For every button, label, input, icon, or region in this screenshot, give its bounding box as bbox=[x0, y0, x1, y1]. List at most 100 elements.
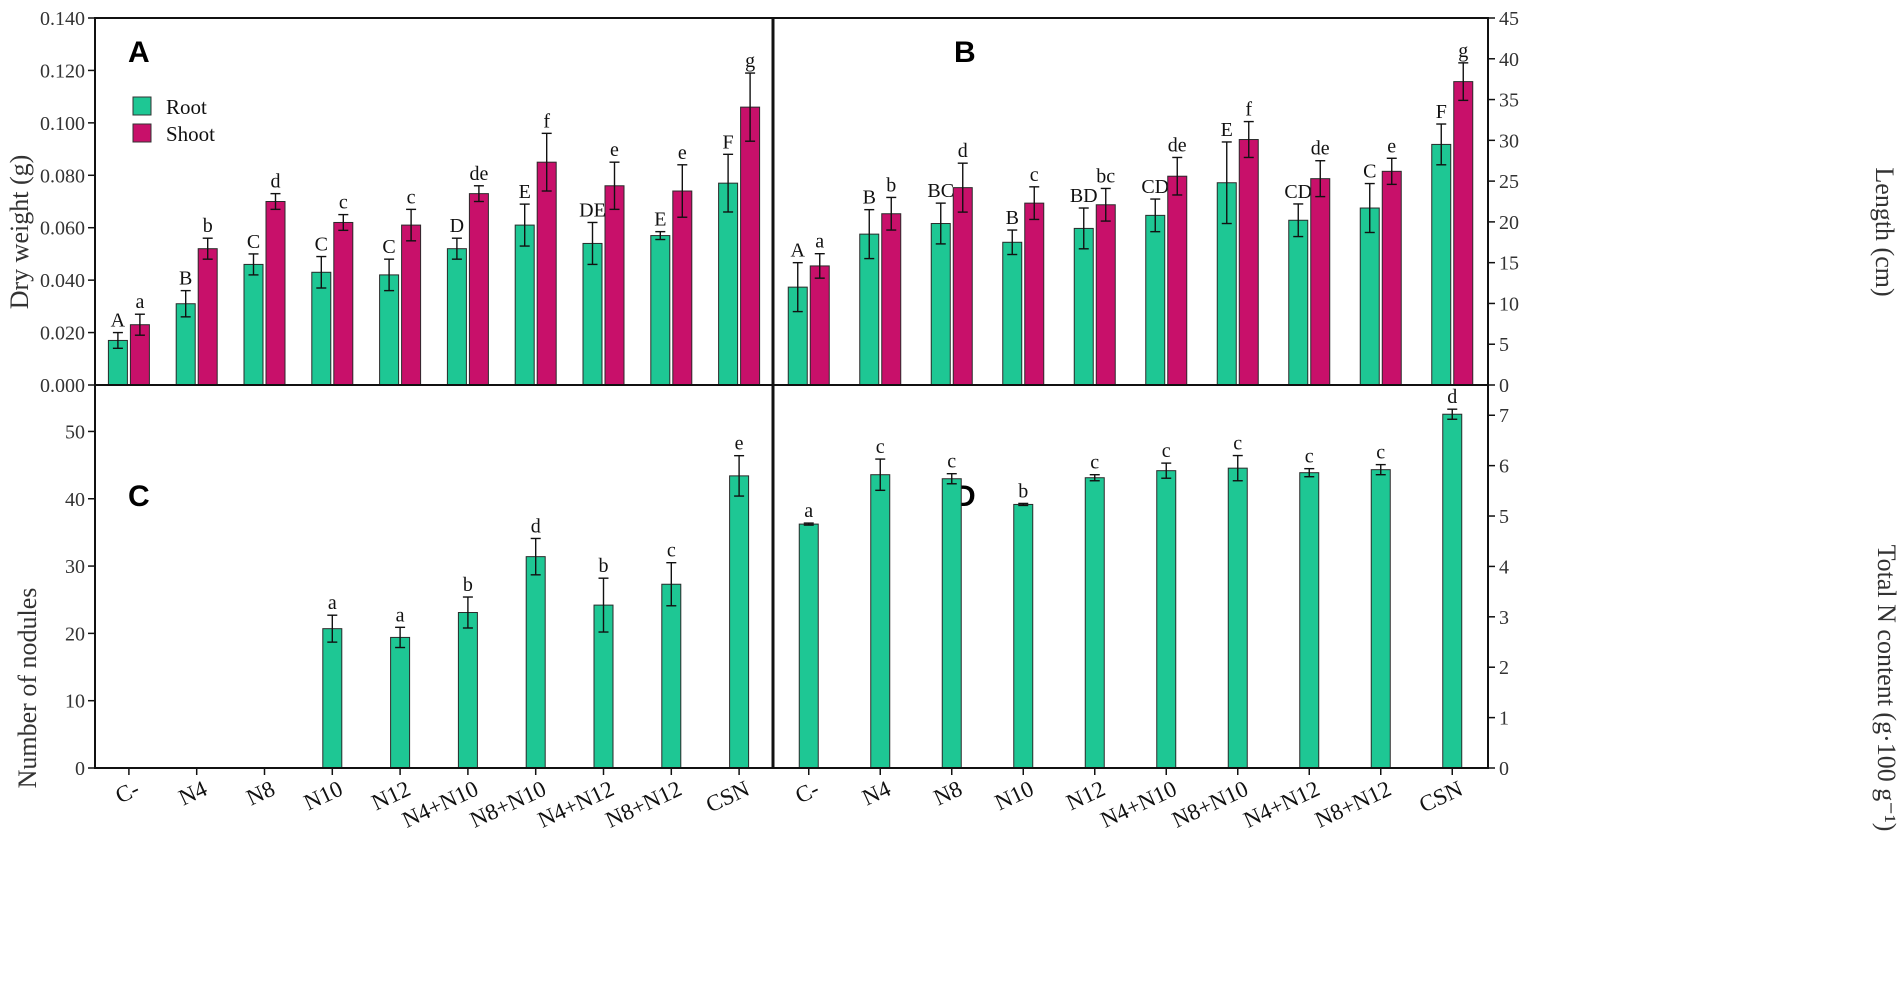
bar-b-shoot-2 bbox=[952, 187, 973, 386]
y-tick-label-d-7: 7 bbox=[1499, 405, 1509, 427]
bar-a-root-4 bbox=[379, 274, 400, 386]
x-category-label-d-0: C- bbox=[791, 776, 822, 808]
significance-letter-c-root-7: b bbox=[599, 555, 609, 577]
bar-d-root-6 bbox=[1227, 467, 1248, 769]
plot-layer: 0.000 0.020 0.040 0.060 0.080 0.100 0.120 0.140… bbox=[40, 8, 1519, 833]
significance-letter-b-root-1: B bbox=[863, 187, 876, 209]
significance-letter-b-root-8: C bbox=[1363, 161, 1376, 183]
bar-a-shoot-6 bbox=[536, 161, 557, 386]
bar-a-root-2 bbox=[243, 263, 264, 386]
y-tick-label-a-3: 0.060 bbox=[40, 218, 85, 240]
y-tick-label-b-2: 10 bbox=[1499, 293, 1519, 315]
panel-letter-b: B bbox=[954, 36, 976, 69]
bar-c-root-5 bbox=[457, 612, 478, 769]
x-category-label-c-1: N4 bbox=[175, 776, 211, 811]
y-tick-label-b-3: 15 bbox=[1499, 253, 1519, 275]
bar-a-root-6 bbox=[514, 224, 535, 386]
bar-b-root-2 bbox=[930, 223, 951, 386]
significance-letter-a-shoot-9: g bbox=[745, 50, 755, 72]
significance-letter-d-root-3: b bbox=[1018, 480, 1028, 502]
bar-d-root-4 bbox=[1084, 477, 1105, 769]
y-tick-label-b-8: 40 bbox=[1499, 49, 1519, 71]
bar-d-root-2 bbox=[941, 478, 962, 769]
significance-letter-a-root-3: C bbox=[315, 234, 328, 256]
significance-letter-d-root-9: d bbox=[1447, 386, 1457, 408]
bar-a-shoot-9 bbox=[740, 106, 761, 386]
y-tick-label-a-5: 0.100 bbox=[40, 113, 85, 135]
panel-letter-a: A bbox=[128, 36, 150, 69]
bar-a-shoot-4 bbox=[401, 224, 422, 386]
y-tick-label-b-7: 35 bbox=[1499, 90, 1519, 112]
x-category-label-d-5: N4+N10 bbox=[1097, 776, 1181, 833]
y-tick-label-b-1: 5 bbox=[1499, 334, 1509, 356]
bar-b-shoot-3 bbox=[1024, 202, 1045, 386]
bar-b-shoot-9 bbox=[1453, 81, 1474, 386]
bar-a-root-9 bbox=[718, 182, 739, 386]
significance-letter-a-root-5: D bbox=[450, 215, 464, 237]
significance-letter-b-shoot-5: de bbox=[1168, 134, 1187, 156]
y-tick-label-b-5: 25 bbox=[1499, 171, 1519, 193]
bar-b-shoot-5 bbox=[1167, 175, 1188, 386]
bar-b-root-4 bbox=[1073, 227, 1094, 386]
x-category-label-d-3: N10 bbox=[991, 776, 1037, 815]
significance-letter-c-root-8: c bbox=[667, 540, 676, 562]
significance-letter-b-root-3: B bbox=[1006, 207, 1019, 229]
x-category-label-d-9: CSN bbox=[1415, 776, 1466, 818]
y-tick-label-c-4: 40 bbox=[65, 489, 85, 511]
x-category-label-d-7: N4+N12 bbox=[1240, 776, 1324, 833]
bar-c-root-8 bbox=[661, 583, 682, 769]
bar-b-root-7 bbox=[1288, 219, 1309, 386]
bar-c-root-9 bbox=[729, 475, 750, 769]
y-axis-title-a: Dry weight (g) bbox=[5, 155, 34, 310]
y-tick-label-c-2: 20 bbox=[65, 623, 85, 645]
y-tick-label-b-4: 20 bbox=[1499, 212, 1519, 234]
significance-letter-a-shoot-0: a bbox=[135, 291, 144, 313]
bar-a-shoot-8 bbox=[672, 190, 693, 386]
significance-letter-a-root-2: C bbox=[247, 231, 260, 253]
x-category-label-c-8: N8+N12 bbox=[602, 776, 686, 833]
x-category-label-c-7: N4+N12 bbox=[534, 776, 618, 833]
significance-letter-a-shoot-3: c bbox=[339, 192, 348, 214]
bar-b-shoot-1 bbox=[881, 213, 902, 386]
bar-a-root-5 bbox=[446, 248, 467, 386]
bar-b-root-5 bbox=[1145, 214, 1166, 386]
bar-a-shoot-7 bbox=[604, 185, 625, 386]
bar-b-shoot-8 bbox=[1381, 170, 1402, 386]
bar-b-shoot-7 bbox=[1310, 178, 1331, 386]
significance-letter-b-root-7: CD bbox=[1284, 181, 1312, 203]
significance-letter-a-shoot-8: e bbox=[678, 142, 687, 164]
significance-letter-a-shoot-4: c bbox=[407, 186, 416, 208]
bar-d-root-9 bbox=[1442, 413, 1463, 769]
bar-c-root-6 bbox=[525, 556, 546, 769]
bar-b-shoot-4 bbox=[1095, 204, 1116, 386]
bar-b-root-8 bbox=[1359, 207, 1380, 386]
significance-letter-b-shoot-6: f bbox=[1245, 99, 1252, 121]
significance-letter-d-root-6: c bbox=[1233, 433, 1242, 455]
y-tick-label-a-2: 0.040 bbox=[40, 270, 85, 292]
significance-letter-d-root-0: a bbox=[804, 500, 813, 522]
significance-letter-b-shoot-4: bc bbox=[1096, 165, 1115, 187]
significance-letter-a-shoot-6: f bbox=[543, 110, 550, 132]
y-tick-label-a-6: 0.120 bbox=[40, 60, 85, 82]
significance-letter-a-root-9: F bbox=[723, 131, 734, 153]
x-category-label-c-0: C- bbox=[112, 776, 143, 808]
significance-letter-b-shoot-0: a bbox=[815, 231, 824, 253]
x-category-label-c-9: CSN bbox=[702, 776, 753, 818]
y-tick-label-a-1: 0.020 bbox=[40, 323, 85, 345]
x-category-label-c-6: N8+N10 bbox=[466, 776, 550, 833]
x-category-label-d-2: N8 bbox=[930, 776, 966, 811]
y-tick-label-b-9: 45 bbox=[1499, 8, 1519, 30]
bar-a-shoot-5 bbox=[468, 193, 489, 386]
significance-letter-b-shoot-8: e bbox=[1387, 135, 1396, 157]
x-category-label-c-3: N10 bbox=[300, 776, 346, 815]
bar-d-root-5 bbox=[1156, 470, 1177, 769]
significance-letter-b-shoot-2: d bbox=[958, 140, 968, 162]
significance-letter-b-root-0: A bbox=[791, 240, 806, 262]
significance-letter-a-shoot-2: d bbox=[271, 171, 281, 193]
y-tick-label-d-6: 6 bbox=[1499, 456, 1509, 478]
y-axis-title-d: Total N content (g·100 g⁻¹) bbox=[1872, 545, 1901, 832]
y-tick-label-a-0: 0.000 bbox=[40, 375, 85, 397]
legend-label-shoot: Shoot bbox=[166, 122, 215, 146]
significance-letter-b-shoot-3: c bbox=[1030, 164, 1039, 186]
